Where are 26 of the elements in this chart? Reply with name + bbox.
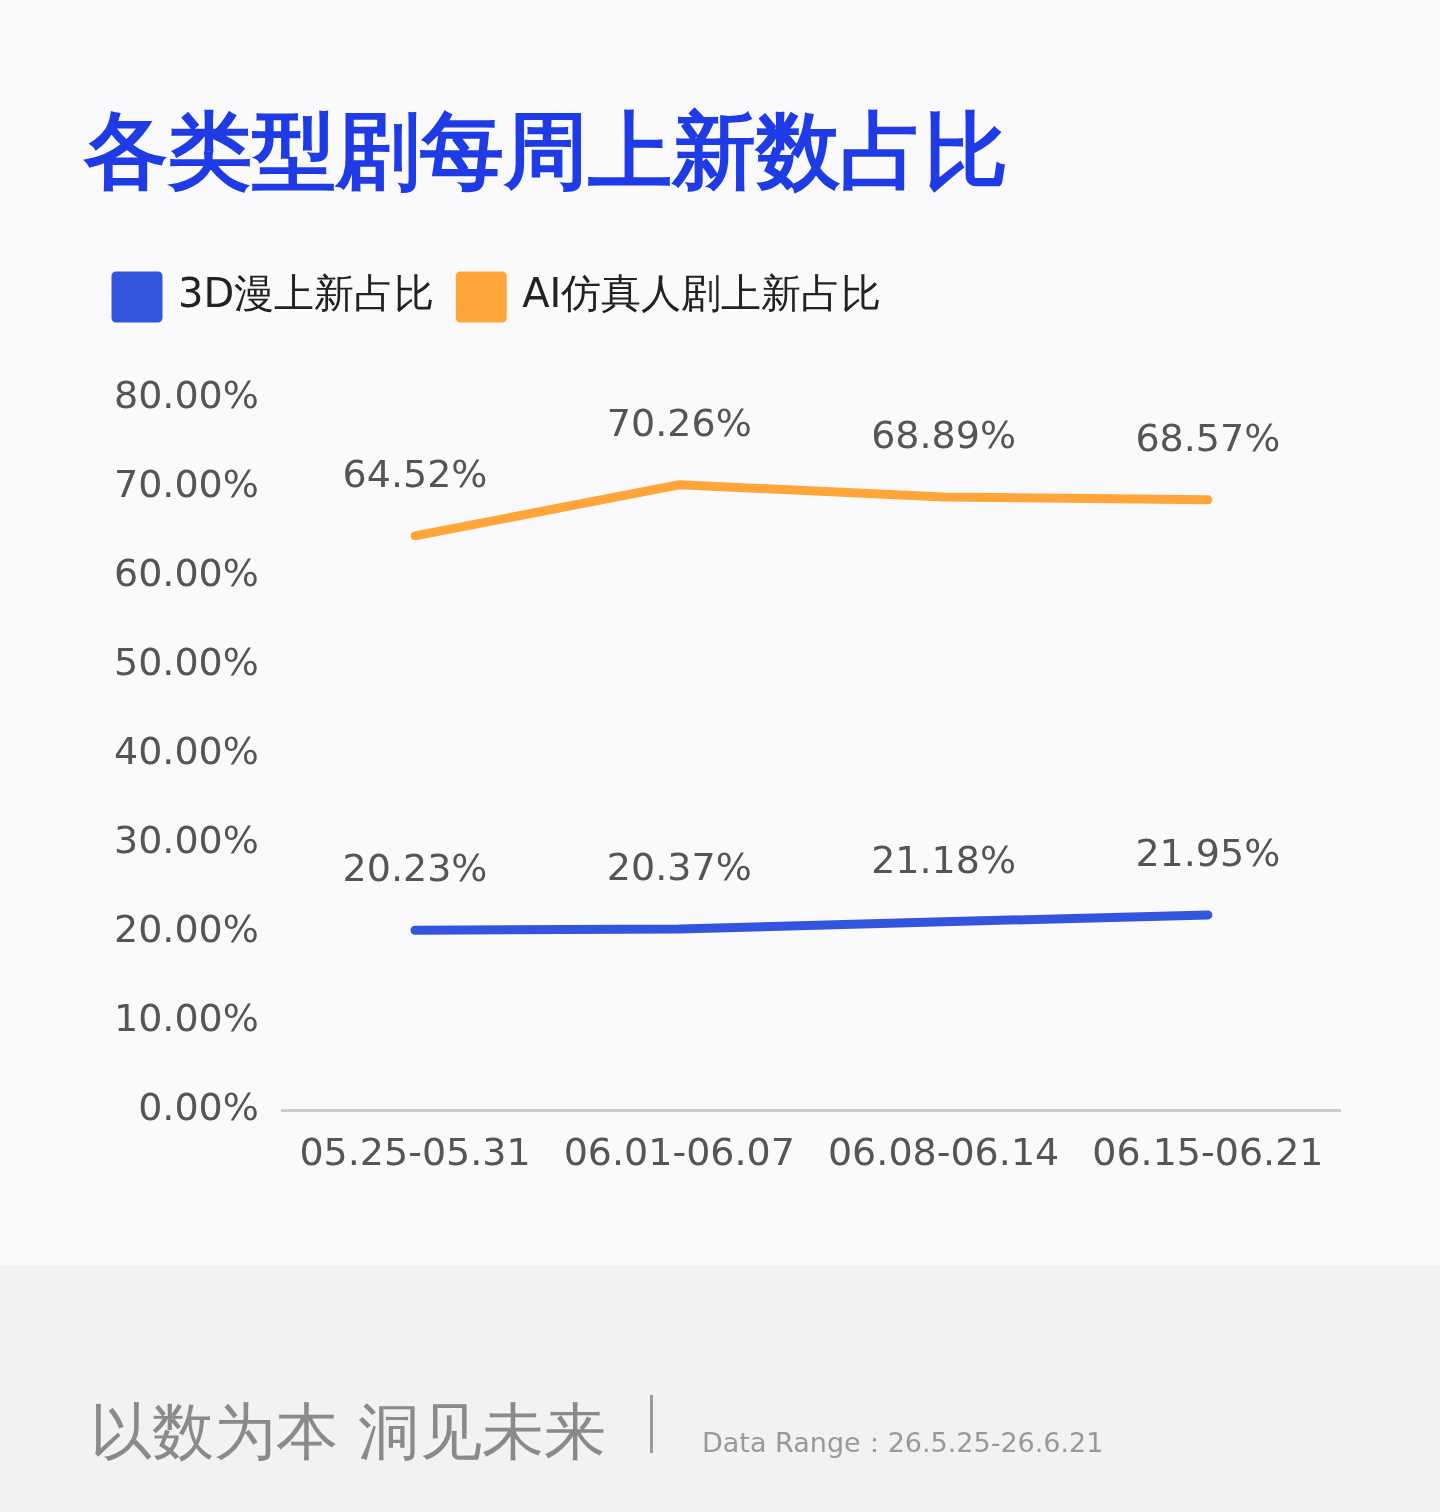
- y-tick-label: 20.00%: [113, 907, 259, 952]
- data-label: 68.89%: [871, 412, 1017, 457]
- legend-label: AI仿真人剧上新占比: [522, 270, 882, 317]
- data-label: 21.18%: [871, 837, 1017, 882]
- x-tick-label: 06.01-06.07: [563, 1130, 795, 1175]
- text: Data Range：26.5.25-26.6.21: [702, 1426, 1104, 1460]
- x-tick-label: 06.15-06.21: [1092, 1130, 1324, 1175]
- y-tick-label: 30.00%: [113, 818, 259, 863]
- y-tick-label: 80.00%: [113, 372, 259, 417]
- x-tick-label: 05.25-05.31: [299, 1130, 531, 1175]
- legend-label: 3D漫上新占比: [178, 270, 435, 317]
- data-label: 70.26%: [606, 400, 752, 445]
- y-tick-label: 60.00%: [113, 550, 259, 595]
- y-tick-label: 50.00%: [113, 640, 259, 685]
- x-tick-label: 06.08-06.14: [827, 1130, 1060, 1175]
- text: 以数为本 洞见未来: [90, 1394, 606, 1470]
- y-tick-label: 70.00%: [113, 461, 259, 506]
- data-label: 20.23%: [342, 846, 488, 891]
- data-label: 20.37%: [606, 844, 752, 889]
- y-tick-label: 10.00%: [113, 996, 259, 1041]
- data-label: 21.95%: [1135, 830, 1281, 875]
- data-label: 64.52%: [342, 451, 488, 496]
- chart-title: 各类型剧每周上新数占比: [84, 101, 1008, 202]
- data-label: 68.57%: [1135, 415, 1281, 460]
- y-tick-label: 0.00%: [138, 1085, 259, 1130]
- y-tick-label: 40.00%: [113, 729, 259, 774]
